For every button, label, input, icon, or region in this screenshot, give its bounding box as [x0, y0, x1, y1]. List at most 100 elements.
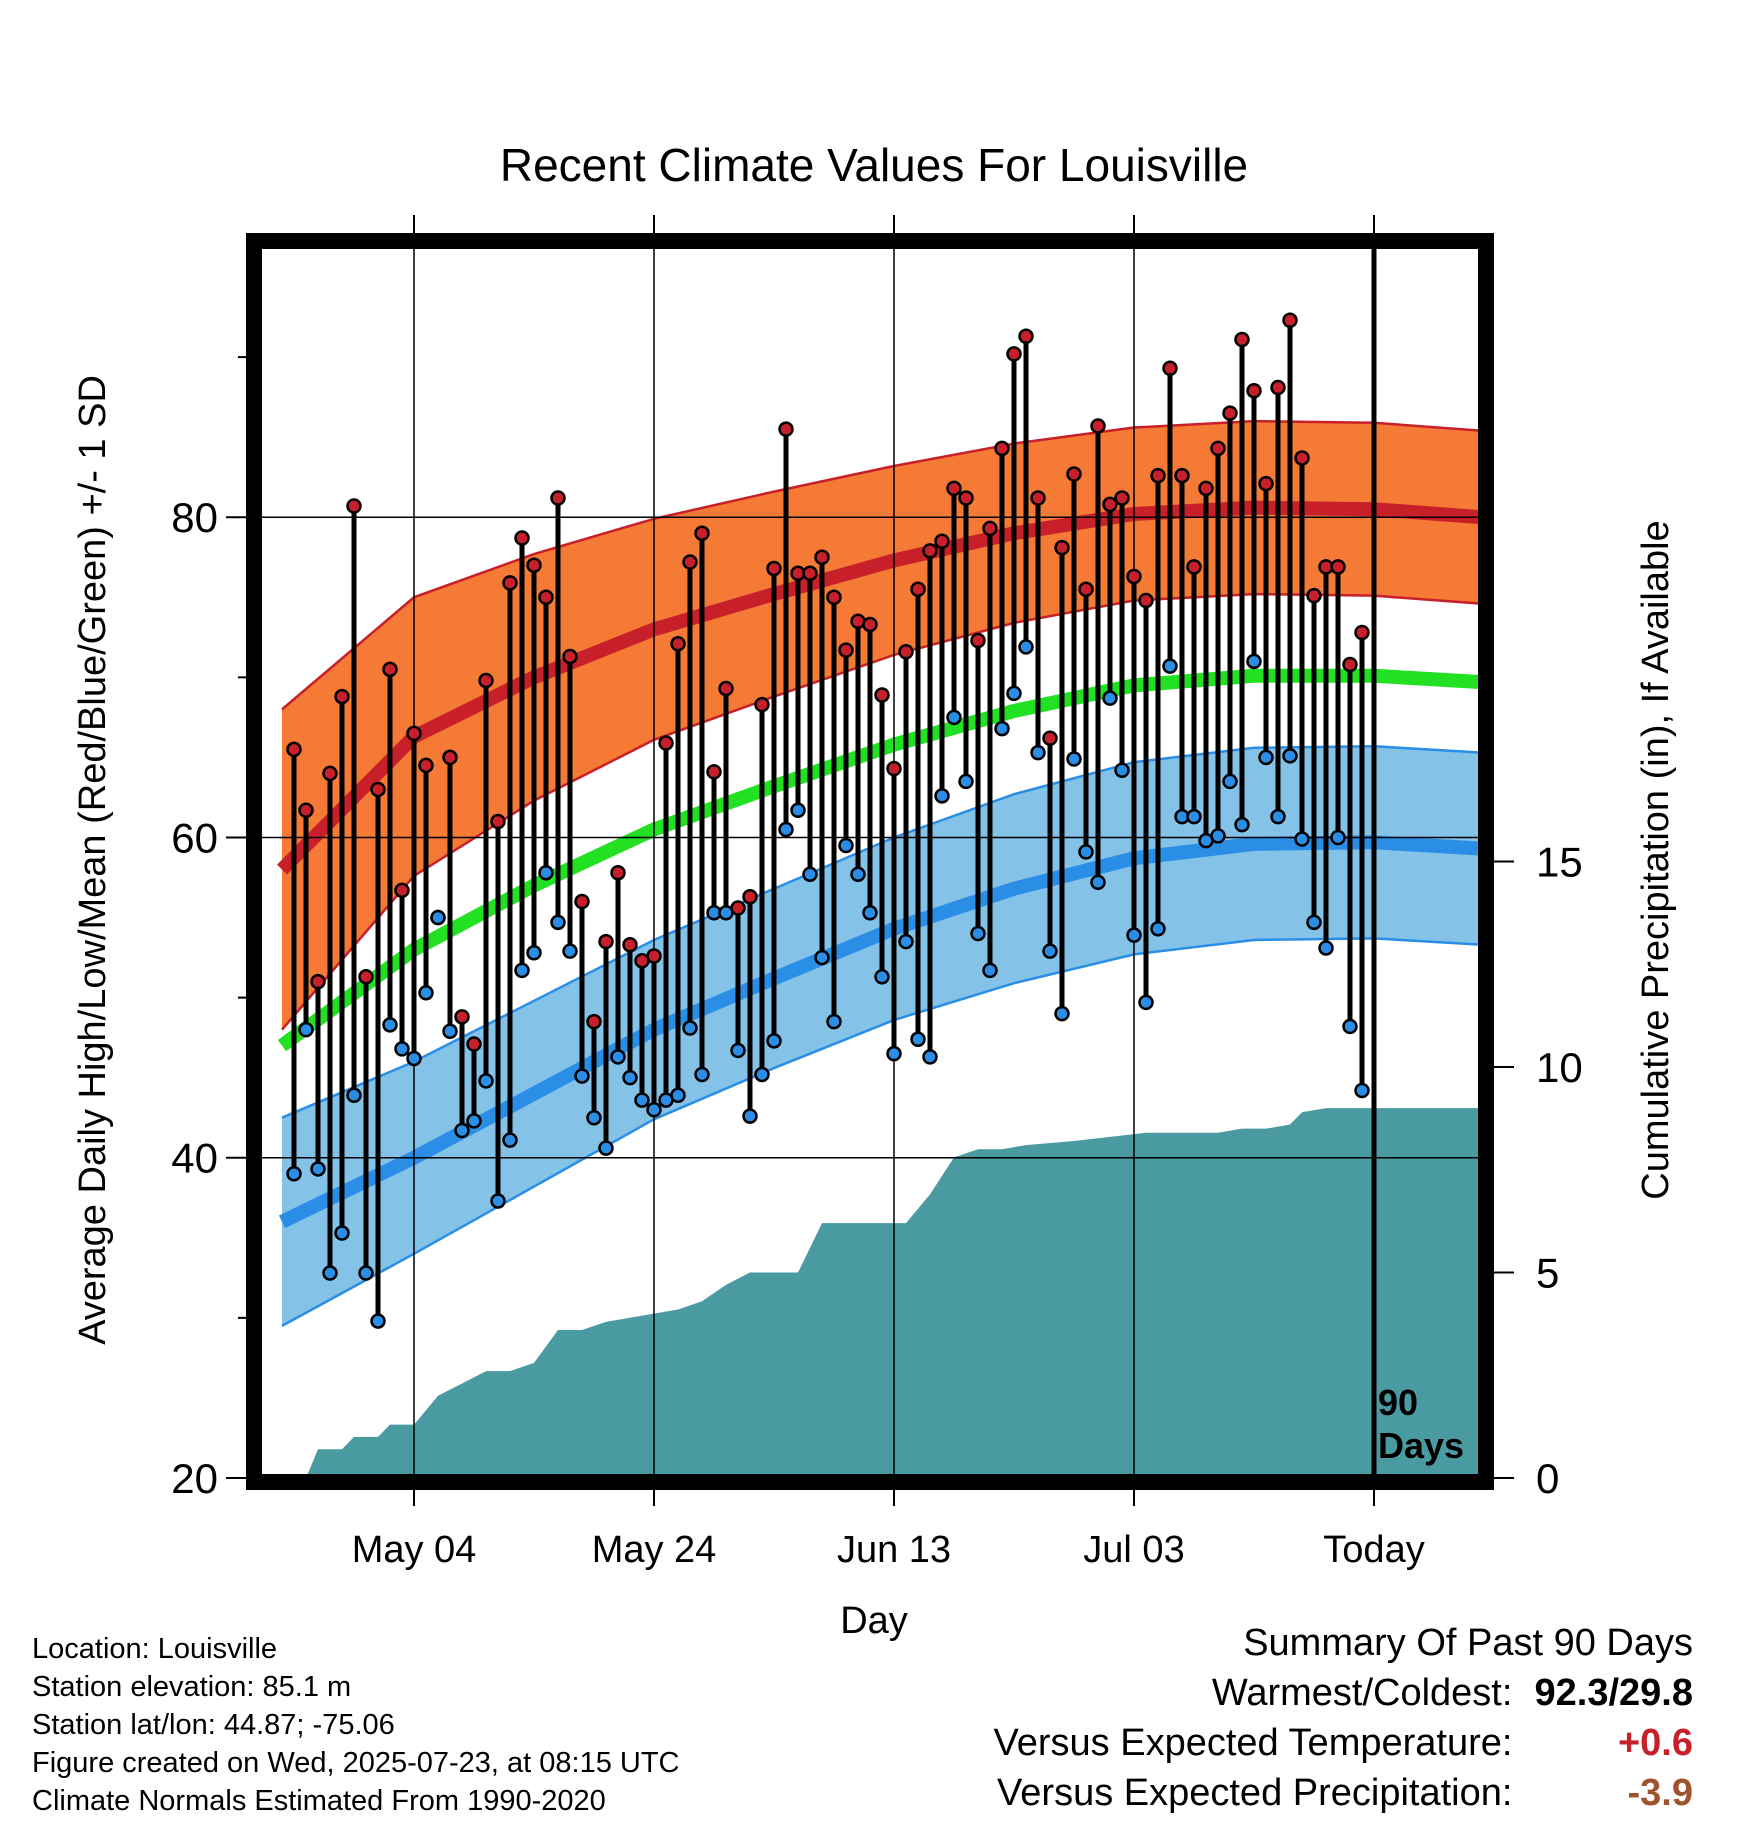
summary-temp-label: Versus Expected Temperature: [993, 1722, 1513, 1764]
daily-high-point [394, 882, 410, 899]
daily-low-point [418, 985, 434, 1001]
daily-high-point [598, 933, 614, 950]
summary-warm-cold-row: Warmest/Coldest: 92.3/29.8 [994, 1672, 1693, 1722]
daily-low-point [538, 864, 554, 881]
daily-low-point [1210, 828, 1226, 844]
daily-high-point [1054, 539, 1070, 556]
plot-inner [258, 245, 1482, 1478]
daily-high-point [514, 530, 530, 546]
daily-low-point [1006, 685, 1022, 702]
daily-high-point [610, 864, 626, 881]
daily-high-point [538, 589, 554, 606]
x-tick-label: May 04 [352, 1529, 477, 1571]
summary-precip-label: Versus Expected Precipitation: [997, 1772, 1513, 1814]
daily-low-point [1318, 940, 1334, 956]
daily-low-point [670, 1087, 686, 1104]
daily-high-point [670, 635, 686, 652]
daily-low-point [1270, 808, 1286, 825]
daily-low-point [730, 1042, 746, 1059]
x-tick-label: May 24 [592, 1529, 717, 1571]
daily-low-point [466, 1113, 482, 1129]
daily-low-point [694, 1066, 710, 1083]
chart-title: Recent Climate Values For Louisville [500, 139, 1248, 191]
y-axis-label-right: Cumulative Precipitation (in), If Availa… [1635, 520, 1677, 1199]
daily-high-point [466, 1036, 482, 1052]
daily-high-point [1078, 581, 1094, 598]
daily-high-point [910, 581, 926, 598]
daily-low-point [586, 1109, 602, 1126]
y-tick-label-left: 80 [171, 494, 218, 541]
daily-low-point [910, 1031, 926, 1047]
daily-high-point [658, 735, 674, 751]
y-tick-label-left: 60 [171, 814, 218, 861]
daily-low-point [1090, 874, 1106, 891]
daily-high-point [778, 421, 794, 437]
daily-low-point [406, 1050, 422, 1067]
daily-high-point [1258, 475, 1274, 492]
daily-low-point [1150, 921, 1166, 937]
daily-low-point [346, 1087, 362, 1104]
daily-low-point [598, 1140, 614, 1156]
daily-high-point [886, 760, 902, 777]
daily-high-point [970, 632, 986, 649]
daily-low-point [322, 1265, 338, 1281]
daily-high-point [490, 813, 506, 830]
daily-low-point [646, 1101, 662, 1118]
daily-low-point [454, 1122, 470, 1139]
daily-high-point [838, 642, 854, 658]
y-tick-label-right: 0 [1536, 1455, 1559, 1502]
meta-location: Location: Louisville [32, 1633, 278, 1665]
daily-high-point [1102, 496, 1118, 513]
daily-high-point [1006, 346, 1022, 362]
daily-low-point [562, 943, 578, 959]
daily-low-point [1078, 844, 1094, 860]
daily-high-point [898, 643, 914, 660]
daily-low-point [310, 1161, 326, 1177]
daily-high-point [946, 480, 962, 497]
daily-low-point [394, 1041, 410, 1057]
summary-temp-row: Versus Expected Temperature: +0.6 [994, 1722, 1693, 1772]
daily-high-point [682, 554, 698, 570]
x-axis-label: Day [840, 1600, 908, 1642]
daily-high-point [574, 893, 590, 910]
daily-high-point [1126, 568, 1142, 585]
summary-panel: Summary Of Past 90 Days Warmest/Coldest:… [994, 1622, 1693, 1822]
daily-low-point [1342, 1018, 1358, 1035]
daily-high-point [550, 490, 566, 506]
daily-high-point [994, 440, 1010, 457]
summary-warm-cold-label: Warmest/Coldest: [1211, 1672, 1513, 1714]
daily-low-point [970, 925, 986, 942]
daily-low-point [382, 1017, 398, 1033]
daily-high-point [802, 565, 818, 582]
y-tick-label-left: 40 [171, 1135, 218, 1182]
daily-low-point [1018, 639, 1034, 655]
daily-high-point [358, 969, 374, 985]
daily-low-point [826, 1013, 842, 1030]
daily-low-point [502, 1132, 518, 1148]
daily-low-point [1354, 1082, 1370, 1099]
plot-area: 20 40 60 80 0 5 10 15 May 04 May 24 Jun 13 Jul 03 To… [171, 215, 1583, 1571]
daily-high-point [298, 802, 314, 819]
daily-low-point [1054, 1005, 1070, 1022]
summary-precip-value: -3.9 [1627, 1772, 1693, 1814]
daily-high-point [814, 549, 830, 566]
daily-high-point [766, 560, 782, 577]
daily-high-point [982, 520, 998, 537]
daily-high-point [1150, 467, 1166, 484]
normal-low-band [282, 746, 1482, 1326]
daily-high-point [346, 498, 362, 514]
daily-high-point [322, 765, 338, 782]
daily-low-point [526, 945, 542, 961]
x-tick-label: Jul 03 [1083, 1529, 1184, 1571]
y-tick-label-left: 20 [171, 1455, 218, 1502]
daily-high-point [442, 749, 458, 766]
summary-title: Summary Of Past 90 Days [1243, 1622, 1693, 1664]
daily-low-point [1102, 690, 1118, 706]
daily-low-point [1126, 927, 1142, 943]
summary-precip-row: Versus Expected Precipitation: -3.9 [994, 1772, 1693, 1822]
daily-high-point [1174, 467, 1190, 484]
daily-low-point [754, 1066, 770, 1083]
daily-low-point [490, 1193, 506, 1209]
daily-low-point [1282, 748, 1298, 764]
